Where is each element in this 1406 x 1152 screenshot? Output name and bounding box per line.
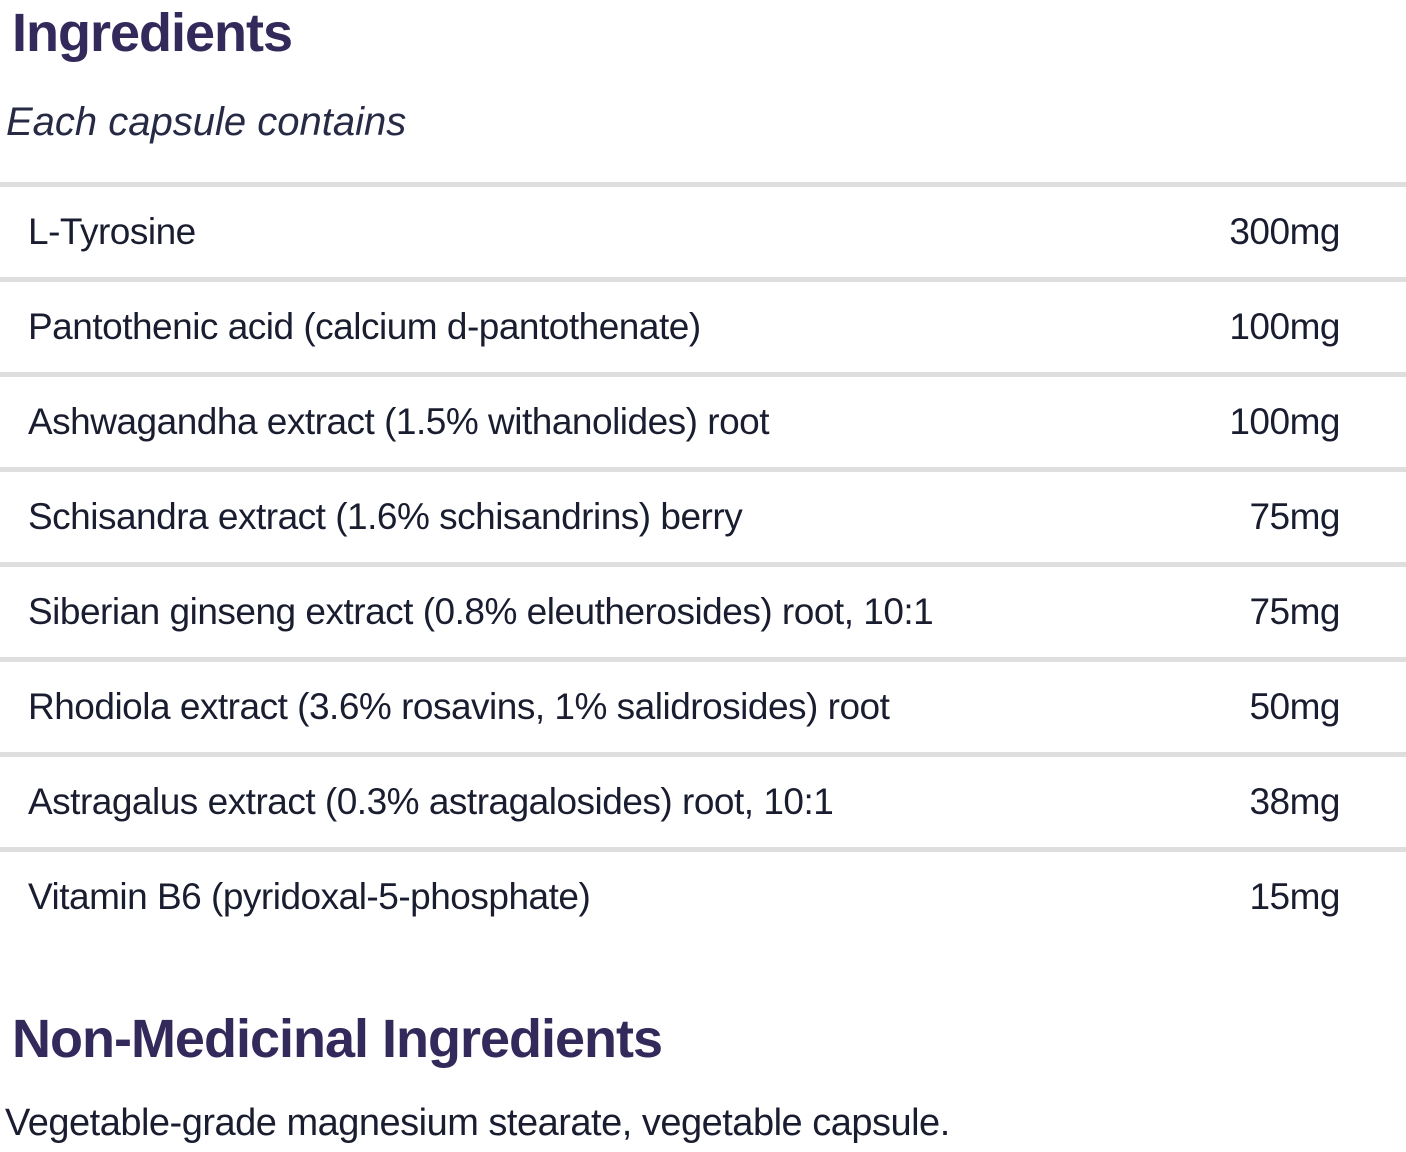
- table-row: Astragalus extract (0.3% astragalosides)…: [0, 752, 1406, 847]
- table-row: Siberian ginseng extract (0.8% eleuthero…: [0, 562, 1406, 657]
- ingredient-name: Schisandra extract (1.6% schisandrins) b…: [28, 496, 743, 537]
- non-medicinal-ingredients-text: Vegetable-grade magnesium stearate, vege…: [5, 1102, 950, 1144]
- ingredient-name: Vitamin B6 (pyridoxal-5-phosphate): [28, 876, 591, 917]
- table-row: Rhodiola extract (3.6% rosavins, 1% sali…: [0, 657, 1406, 752]
- ingredient-amount: 100mg: [1229, 401, 1340, 442]
- ingredient-amount: 75mg: [1249, 591, 1340, 632]
- table-row: Ashwagandha extract (1.5% withanolides) …: [0, 372, 1406, 467]
- ingredient-amount: 75mg: [1249, 496, 1340, 537]
- ingredient-name: Astragalus extract (0.3% astragalosides)…: [28, 781, 834, 822]
- ingredient-name: Pantothenic acid (calcium d-pantothenate…: [28, 306, 701, 347]
- ingredient-name: Rhodiola extract (3.6% rosavins, 1% sali…: [28, 686, 890, 727]
- ingredients-label: Ingredients Each capsule contains L-Tyro…: [0, 6, 1406, 1152]
- ingredient-name: Siberian ginseng extract (0.8% eleuthero…: [28, 591, 934, 632]
- ingredient-amount: 38mg: [1249, 781, 1340, 822]
- ingredient-amount: 15mg: [1249, 876, 1340, 917]
- table-row: Pantothenic acid (calcium d-pantothenate…: [0, 277, 1406, 372]
- ingredient-amount: 300mg: [1229, 211, 1340, 252]
- table-row: L-Tyrosine 300mg: [0, 182, 1406, 277]
- each-capsule-contains-subtitle: Each capsule contains: [6, 100, 407, 144]
- ingredients-heading: Ingredients: [12, 3, 293, 63]
- non-medicinal-ingredients-heading: Non-Medicinal Ingredients: [12, 1009, 663, 1069]
- ingredient-amount: 100mg: [1229, 306, 1340, 347]
- table-row: Vitamin B6 (pyridoxal-5-phosphate) 15mg: [0, 847, 1406, 942]
- ingredient-name: L-Tyrosine: [28, 211, 196, 252]
- ingredient-amount: 50mg: [1249, 686, 1340, 727]
- table-row: Schisandra extract (1.6% schisandrins) b…: [0, 467, 1406, 562]
- ingredients-table: L-Tyrosine 300mg Pantothenic acid (calci…: [0, 182, 1406, 942]
- ingredient-name: Ashwagandha extract (1.5% withanolides) …: [28, 401, 770, 442]
